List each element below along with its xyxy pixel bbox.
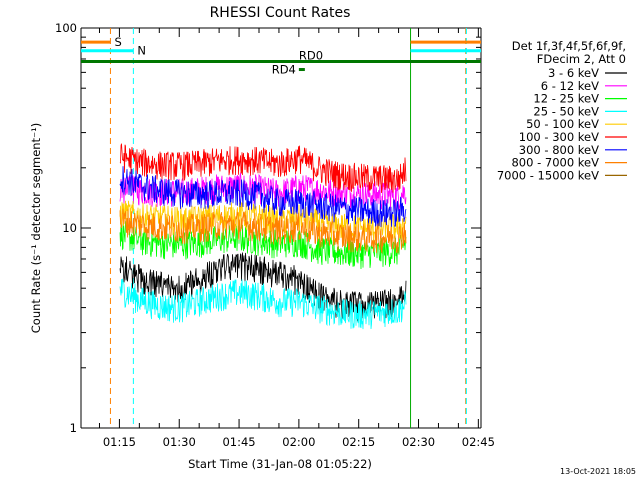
x-tick-label: 01:30 bbox=[163, 435, 196, 449]
y-tick-label: 100 bbox=[55, 21, 77, 35]
series-line-300-800-kev bbox=[119, 166, 407, 228]
legend-header-line-1: Det 1f,3f,4f,5f,6f,9f, bbox=[512, 39, 626, 53]
series-line-3-6-kev bbox=[119, 252, 407, 322]
legend-header-line-2: FDecim 2, Att 0 bbox=[537, 52, 626, 66]
x-tick-label: 01:45 bbox=[222, 435, 255, 449]
x-tick-label: 02:45 bbox=[462, 435, 495, 449]
series-line-800-7000-kev bbox=[119, 208, 407, 255]
series-line-100-300-kev bbox=[119, 143, 407, 194]
legend-label: 50 - 100 keV bbox=[526, 117, 599, 131]
legend-label: 800 - 7000 keV bbox=[511, 156, 599, 170]
series-line-12-25-kev bbox=[119, 221, 407, 270]
x-tick-label: 01:15 bbox=[103, 435, 136, 449]
x-axis-label: Start Time (31-Jan-08 01:05:22) bbox=[188, 457, 372, 471]
legend-label: 100 - 300 keV bbox=[519, 130, 599, 144]
legend: Det 1f,3f,4f,5f,6f,9f, FDecim 2, Att 0 3… bbox=[497, 39, 627, 182]
bar-label: RD4 bbox=[272, 63, 296, 77]
legend-label: 25 - 50 keV bbox=[533, 104, 599, 118]
series-line-6-12-kev bbox=[119, 172, 407, 211]
footer-timestamp: 13-Oct-2021 18:05 bbox=[560, 467, 636, 476]
x-tick-label: 02:15 bbox=[342, 435, 375, 449]
series-line-25-50-kev bbox=[119, 278, 407, 330]
chart-title: RHESSI Count Rates bbox=[210, 5, 351, 21]
bar-label: N bbox=[137, 44, 146, 58]
y-axis-label: Count Rate (s⁻¹ detector segment⁻¹) bbox=[29, 123, 43, 333]
legend-label: 12 - 25 keV bbox=[533, 92, 599, 106]
y-tick-label: 1 bbox=[70, 421, 77, 435]
legend-label: 6 - 12 keV bbox=[541, 79, 599, 93]
legend-label: 300 - 800 keV bbox=[519, 143, 599, 157]
y-tick-label: 10 bbox=[62, 221, 77, 235]
bar-label: RD0 bbox=[299, 48, 323, 62]
legend-label: 3 - 6 keV bbox=[548, 66, 599, 80]
legend-label: 7000 - 15000 keV bbox=[497, 168, 599, 182]
x-tick-label: 02:30 bbox=[402, 435, 435, 449]
x-tick-label: 02:00 bbox=[282, 435, 315, 449]
bar-label: S bbox=[114, 35, 121, 49]
